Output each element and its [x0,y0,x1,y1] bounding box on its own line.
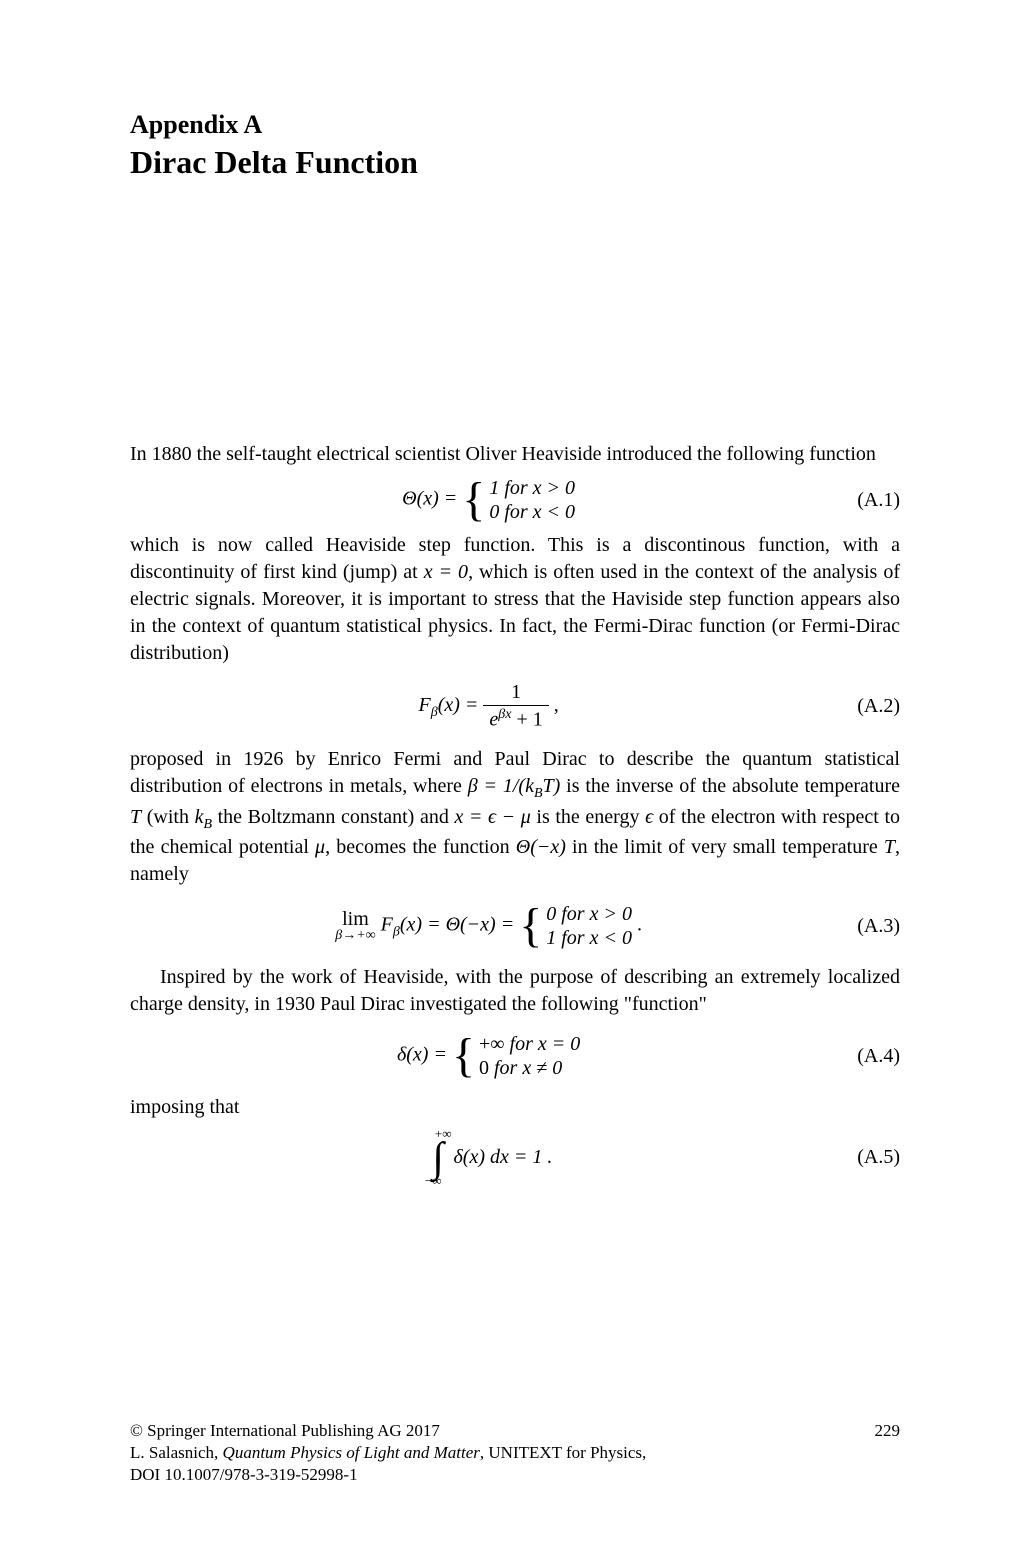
appendix-label: Appendix A [130,110,900,140]
equation-A1-label: (A.1) [857,489,900,512]
eq-A2-num: 1 [483,681,548,706]
brace-icon: { [519,902,542,950]
p3-beta: β = 1/(k [468,775,534,797]
eq-A1-case2: 0 for x < 0 [489,501,575,523]
eq-A5-integral: +∞ ∫ −∞ δ(x) dx = 1 . [425,1129,552,1186]
eq-A3-F: F [381,914,393,936]
p3-kB-sub: B [534,786,543,801]
footer-doi: DOI 10.1007/978-3-319-52998-1 [130,1464,900,1486]
equation-A2: Fβ(x) = 1 eβx + 1 , (A.2) [130,681,900,732]
eq-A2-x: (x) = [438,694,484,716]
eq-A2-frac: 1 eβx + 1 [483,681,548,732]
brace-icon: { [462,476,485,524]
equation-A4-content: δ(x) = { +∞ for x = 0 0 for x ≠ 0 [130,1032,847,1080]
eq-A3-lim-bot: β→+∞ [335,929,375,943]
eq-A3-case1: 0 for x > 0 [546,903,632,925]
equation-A3-content: lim β→+∞ Fβ(x) = Θ(−x) = { 0 for x > 0 1… [130,902,847,950]
eq-A2-tail: , [554,694,559,716]
integral-symbol: ∫ [432,1140,444,1176]
equation-A3-label: (A.3) [857,915,900,938]
appendix-title: Dirac Delta Function [130,144,900,181]
p3-eps: ϵ [645,806,653,828]
eq-A2-sub: β [431,705,438,720]
p3-xeq: x = ϵ − μ [454,806,530,828]
eq-A3-case2: 1 for x < 0 [546,927,632,949]
p3-kB2-sub: B [203,817,212,832]
eq-A2-den-rest: + 1 [511,709,542,731]
equation-A4: δ(x) = { +∞ for x = 0 0 for x ≠ 0 (A.4) [130,1032,900,1080]
brace-icon: { [452,1032,475,1080]
equation-A1: Θ(x) = { 1 for x > 0 0 for x < 0 (A.1) [130,476,900,524]
paragraph-2: which is now called Heaviside step funct… [130,532,900,667]
eq-A1-case-body: 1 for x > 0 0 for x < 0 [489,476,575,524]
eq-A3-lim: lim β→+∞ [335,909,375,943]
integral-icon: +∞ ∫ −∞ [425,1129,452,1186]
p3-part4: the Boltzmann constant) and [212,806,454,828]
p3-theta: Θ(−x) [516,836,566,858]
equation-A5-label: (A.5) [857,1146,900,1169]
paragraph-3: proposed in 1926 by Enrico Fermi and Pau… [130,746,900,889]
eq-A5-body: δ(x) dx = 1 . [453,1146,552,1169]
eq-A5-lim-bot: −∞ [425,1176,442,1186]
p3-part8: in the limit of very small temperature [566,836,884,858]
eq-A1-lhs: Θ(x) = [402,488,462,510]
eq-A3-middle: (x) = Θ(−x) = [400,914,519,936]
p3-T2: T [130,806,141,828]
eq-A3-F-sub: β [393,925,400,940]
eq-A2-den-e: e [489,709,498,731]
eq-A4-case-body: +∞ for x = 0 0 for x ≠ 0 [479,1032,580,1080]
page-number: 229 [875,1420,901,1442]
eq-A2-F: F [418,694,430,716]
footer-author-pre: L. Salasnich, [130,1443,223,1462]
p3-mu: μ [315,836,325,858]
eq-A3-cases: { 0 for x > 0 1 for x < 0 [519,902,632,950]
footer-copyright: © Springer International Publishing AG 2… [130,1420,440,1442]
p3-T3: T [884,836,895,858]
footer-copyright-row: © Springer International Publishing AG 2… [130,1420,900,1442]
footer-author-line: L. Salasnich, Quantum Physics of Light a… [130,1442,900,1464]
eq-A4-case2a: 0 [479,1057,494,1079]
p2-eq: x = 0 [424,561,468,583]
eq-A3-lim-top: lim [335,909,375,929]
eq-A1-case1: 1 for x > 0 [489,477,575,499]
p3-part5: is the energy [531,806,645,828]
equation-A5: +∞ ∫ −∞ δ(x) dx = 1 . (A.5) [130,1129,900,1186]
p3-part7: , becomes the function [325,836,516,858]
paragraph-1: In 1880 the self-taught electrical scien… [130,441,900,468]
footer-author-post: , UNITEXT for Physics, [480,1443,646,1462]
eq-A3-tail: . [637,914,642,936]
eq-A4-case1b: for x = 0 [505,1033,581,1055]
paragraph-4: Inspired by the work of Heaviside, with … [130,964,900,1018]
eq-A4-case1a: +∞ [479,1033,505,1055]
eq-A4-case2b: for x ≠ 0 [494,1057,562,1079]
equation-A2-content: Fβ(x) = 1 eβx + 1 , [130,681,847,732]
p3-part3: (with [141,806,194,828]
p3-part2: is the inverse of the absolute temperatu… [560,775,900,797]
eq-A2-den-exp: βx [498,707,511,722]
eq-A4-cases: { +∞ for x = 0 0 for x ≠ 0 [452,1032,580,1080]
paragraph-5: imposing that [130,1094,900,1121]
p3-T: T) [543,775,561,797]
equation-A1-content: Θ(x) = { 1 for x > 0 0 for x < 0 [130,476,847,524]
eq-A3-case-body: 0 for x > 0 1 for x < 0 [546,902,632,950]
equation-A5-content: +∞ ∫ −∞ δ(x) dx = 1 . [130,1129,847,1186]
equation-A2-label: (A.2) [857,695,900,718]
equation-A3: lim β→+∞ Fβ(x) = Θ(−x) = { 0 for x > 0 1… [130,902,900,950]
footer-author-ital: Quantum Physics of Light and Matter [223,1443,480,1462]
eq-A4-lhs: δ(x) = [397,1044,452,1066]
equation-A4-label: (A.4) [857,1045,900,1068]
eq-A1-cases: { 1 for x > 0 0 for x < 0 [462,476,575,524]
eq-A2-den: eβx + 1 [483,706,548,732]
footer: © Springer International Publishing AG 2… [130,1420,900,1486]
page: Appendix A Dirac Delta Function In 1880 … [0,0,1020,1546]
